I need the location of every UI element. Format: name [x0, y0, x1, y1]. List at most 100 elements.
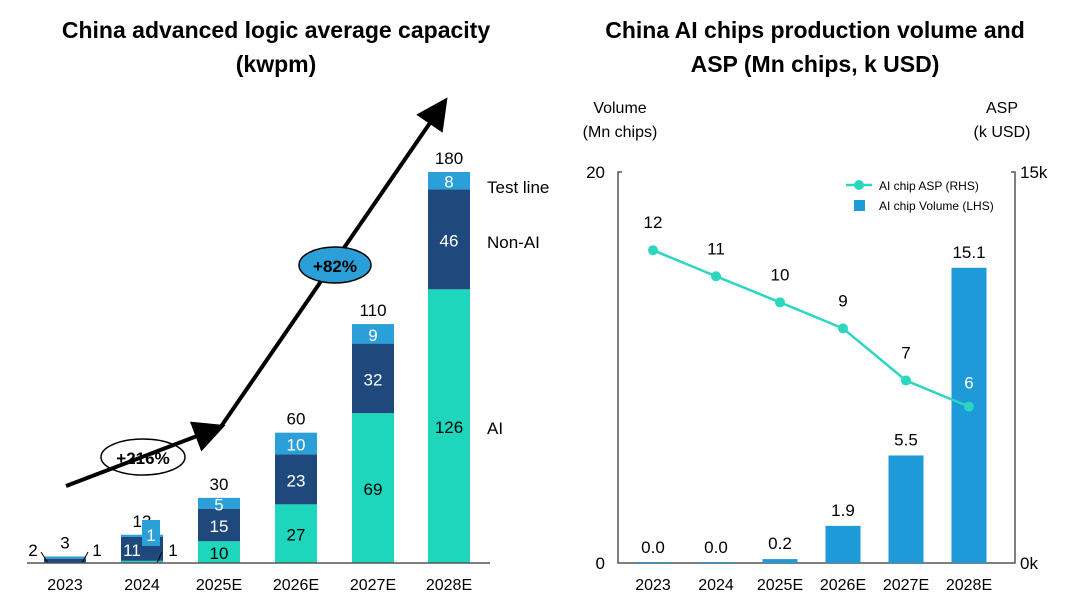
bar-label: 69 [364, 480, 383, 499]
annotation-82: +82% [313, 257, 357, 276]
asp-point [775, 297, 785, 308]
volume-label: 1.9 [831, 501, 855, 520]
volume-label: 0.0 [641, 538, 665, 557]
asp-label: 7 [901, 344, 910, 363]
legend-asp-marker [854, 180, 864, 190]
bar-test-line [352, 324, 394, 344]
right-chart-title: China AI chips production volume and [605, 17, 1025, 43]
volume-bar [825, 525, 861, 563]
bar-label: 1 [168, 541, 177, 560]
asp-point [648, 245, 658, 256]
legend-volume-label: AI chip Volume (LHS) [879, 199, 994, 213]
asp-line [652, 249, 970, 408]
legend-ai: AI [487, 419, 503, 438]
right-chart-title-line2: ASP (Mn chips, k USD) [691, 51, 940, 77]
bar-ai [121, 560, 163, 563]
bar-ai [428, 289, 470, 563]
bar-label: 15 [210, 517, 229, 536]
asp-label: 11 [707, 239, 725, 258]
bar-ai [275, 504, 317, 563]
x-tick-label: 2023 [47, 577, 83, 594]
volume-bar [698, 563, 734, 564]
leader-line [156, 551, 163, 564]
bar-non-ai [198, 508, 240, 542]
left-tick: 0 [596, 554, 605, 573]
legend-volume-swatch [854, 200, 865, 211]
x-tick-label: 2025E [196, 577, 242, 594]
volume-bar [888, 455, 924, 563]
left-tick: 20 [586, 163, 605, 182]
volume-label: 0.0 [704, 538, 728, 557]
asp-point [838, 323, 848, 334]
legend-non-ai: Non-AI [487, 233, 540, 252]
bar-label: 1 [146, 526, 155, 545]
right-tick: 0k [1020, 554, 1038, 573]
x-tick-label: 2027E [883, 577, 929, 594]
bar-ai [352, 413, 394, 563]
left-chart-title-line2: (kwpm) [236, 51, 317, 77]
leader-line [40, 551, 49, 564]
total-label: 60 [287, 410, 306, 429]
total-label: 110 [359, 301, 386, 320]
total-label: 30 [210, 475, 229, 494]
bar-label: 9 [368, 326, 377, 345]
volume-bar [762, 559, 798, 563]
x-tick-label: 2027E [350, 577, 396, 594]
right-axis-title: (k USD) [974, 124, 1031, 141]
x-tick-label: 2023 [635, 577, 671, 594]
left-chart-title: China advanced logic average capacity [62, 17, 490, 43]
bar-ai [198, 541, 240, 563]
bar-test-line [198, 497, 240, 509]
volume-label: 5.5 [894, 430, 918, 449]
bar-label: 126 [435, 418, 463, 437]
test-line-callout-2024 [142, 520, 160, 546]
asp-label: 6 [964, 374, 973, 393]
left-axis-title: Volume [593, 100, 646, 117]
bar-label: 23 [287, 471, 306, 490]
asp-point [711, 271, 721, 282]
x-tick-label: 2026E [273, 577, 319, 594]
left-axis-title: (Mn chips) [583, 124, 658, 141]
right-axis-title: ASP [986, 100, 1018, 117]
bar-label: 11 [123, 541, 141, 560]
bar-test-line [275, 432, 317, 455]
growth-arrow-1 [65, 421, 226, 488]
asp-label: 12 [644, 213, 663, 232]
bar-non-ai [275, 454, 317, 505]
legend-test-line: Test line [487, 178, 549, 197]
x-tick-label: 2026E [820, 577, 866, 594]
bar-non-ai [428, 189, 470, 290]
bar-label: 2 [28, 541, 37, 560]
x-tick-label: 2025E [757, 577, 803, 594]
bar-label: 8 [444, 173, 453, 192]
bar-non-ai [352, 343, 394, 414]
volume-bar [635, 563, 671, 564]
total-label: 3 [60, 533, 69, 552]
annotation-ellipse-216 [100, 438, 186, 476]
x-tick-label: 2024 [698, 577, 734, 594]
bar-test-line [44, 556, 86, 559]
bar-test-line [428, 172, 470, 190]
volume-label: 15.1 [952, 243, 985, 262]
volume-label: 0.2 [768, 534, 792, 553]
x-tick-label: 2028E [946, 577, 992, 594]
right-tick: 15k [1020, 163, 1048, 182]
bar-label: 10 [210, 544, 229, 563]
x-tick-label: 2028E [426, 577, 472, 594]
bar-label: 1 [92, 541, 101, 560]
annotation-216: +216% [116, 449, 169, 468]
bar-label: 32 [364, 370, 383, 389]
bar-non-ai [44, 558, 86, 563]
bar-label: 10 [287, 436, 306, 455]
axes [617, 171, 1016, 564]
asp-point [964, 401, 974, 412]
x-tick-label: 2024 [124, 577, 160, 594]
total-label: 180 [435, 149, 463, 168]
asp-point [901, 375, 911, 386]
bar-label: 27 [287, 526, 306, 545]
annotation-ellipse-82 [298, 246, 372, 284]
asp-label: 10 [771, 265, 790, 284]
bar-label: 5 [214, 495, 223, 514]
legend-asp-label: AI chip ASP (RHS) [879, 179, 979, 193]
bar-label: 46 [440, 231, 459, 250]
